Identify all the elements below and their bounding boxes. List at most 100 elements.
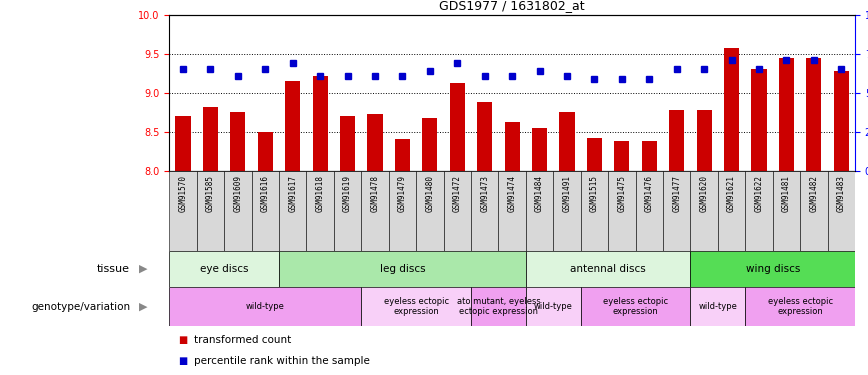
Bar xyxy=(279,171,306,251)
Bar xyxy=(334,171,361,251)
Bar xyxy=(367,114,383,171)
Text: GSM91477: GSM91477 xyxy=(672,175,681,211)
Text: leg discs: leg discs xyxy=(379,264,425,274)
Text: GSM91481: GSM91481 xyxy=(782,175,791,211)
Bar xyxy=(800,171,827,251)
Text: GSM91621: GSM91621 xyxy=(727,175,736,211)
Text: GSM91478: GSM91478 xyxy=(371,175,379,211)
Bar xyxy=(560,112,575,171)
Bar xyxy=(779,58,794,171)
Text: GSM91618: GSM91618 xyxy=(316,175,325,211)
Text: GSM91483: GSM91483 xyxy=(837,175,845,211)
Bar xyxy=(258,132,273,171)
Text: eyeless ectopic
expression: eyeless ectopic expression xyxy=(603,297,668,316)
Bar xyxy=(389,171,416,251)
Bar xyxy=(395,140,410,171)
Bar xyxy=(553,171,581,251)
Text: antennal discs: antennal discs xyxy=(570,264,646,274)
Bar xyxy=(724,48,739,171)
Bar xyxy=(690,287,746,326)
Bar xyxy=(498,171,526,251)
Bar xyxy=(690,251,855,287)
Text: GSM91570: GSM91570 xyxy=(179,175,187,211)
Bar xyxy=(806,58,821,171)
Bar xyxy=(526,287,581,326)
Text: ▶: ▶ xyxy=(139,302,148,312)
Title: GDS1977 / 1631802_at: GDS1977 / 1631802_at xyxy=(439,0,585,12)
Text: eyeless ectopic
expression: eyeless ectopic expression xyxy=(767,297,832,316)
Bar xyxy=(608,171,635,251)
Bar xyxy=(834,71,849,171)
Text: wild-type: wild-type xyxy=(699,302,737,311)
Text: wild-type: wild-type xyxy=(534,302,573,311)
Text: GSM91475: GSM91475 xyxy=(617,175,627,211)
Bar xyxy=(697,110,712,171)
Text: GSM91476: GSM91476 xyxy=(645,175,654,211)
Bar xyxy=(581,171,608,251)
Text: GSM91620: GSM91620 xyxy=(700,175,708,211)
Bar xyxy=(230,112,246,171)
Bar xyxy=(581,287,690,326)
Bar xyxy=(752,69,766,171)
Text: GSM91515: GSM91515 xyxy=(590,175,599,211)
Text: eye discs: eye discs xyxy=(200,264,248,274)
Text: ▶: ▶ xyxy=(139,264,148,274)
Text: ato mutant, eyeless
ectopic expression: ato mutant, eyeless ectopic expression xyxy=(457,297,540,316)
Bar xyxy=(224,171,252,251)
Text: wild-type: wild-type xyxy=(246,302,285,311)
Bar xyxy=(416,171,444,251)
Bar xyxy=(340,116,355,171)
Text: GSM91585: GSM91585 xyxy=(206,175,215,211)
Bar xyxy=(471,287,526,326)
Bar xyxy=(197,171,224,251)
Bar xyxy=(718,171,746,251)
Bar xyxy=(169,287,361,326)
Text: wing discs: wing discs xyxy=(746,264,800,274)
Bar xyxy=(169,251,279,287)
Bar xyxy=(361,171,389,251)
Bar xyxy=(615,141,629,171)
Bar xyxy=(827,171,855,251)
Bar xyxy=(175,116,190,171)
Bar xyxy=(361,287,471,326)
Text: GSM91617: GSM91617 xyxy=(288,175,297,211)
Bar xyxy=(306,171,334,251)
Text: GSM91491: GSM91491 xyxy=(562,175,571,211)
Bar xyxy=(203,107,218,171)
Text: GSM91480: GSM91480 xyxy=(425,175,434,211)
Bar xyxy=(773,171,800,251)
Bar xyxy=(663,171,690,251)
Text: tissue: tissue xyxy=(97,264,130,274)
Text: GSM91472: GSM91472 xyxy=(453,175,462,211)
Text: percentile rank within the sample: percentile rank within the sample xyxy=(194,356,370,366)
Bar xyxy=(746,287,855,326)
Text: ■: ■ xyxy=(178,356,187,366)
Bar xyxy=(252,171,279,251)
Text: GSM91622: GSM91622 xyxy=(754,175,764,211)
Bar xyxy=(690,171,718,251)
Text: GSM91479: GSM91479 xyxy=(398,175,407,211)
Bar xyxy=(532,128,547,171)
Bar xyxy=(279,251,526,287)
Text: ■: ■ xyxy=(178,335,187,345)
Bar xyxy=(504,122,520,171)
Bar xyxy=(746,171,773,251)
Text: GSM91473: GSM91473 xyxy=(480,175,490,211)
Bar xyxy=(477,102,492,171)
Text: GSM91609: GSM91609 xyxy=(233,175,242,211)
Bar xyxy=(641,141,657,171)
Bar xyxy=(471,171,498,251)
Text: genotype/variation: genotype/variation xyxy=(31,302,130,312)
Bar xyxy=(444,171,471,251)
Text: eyeless ectopic
expression: eyeless ectopic expression xyxy=(384,297,449,316)
Bar xyxy=(587,138,602,171)
Bar xyxy=(669,110,684,171)
Bar xyxy=(526,171,553,251)
Text: GSM91616: GSM91616 xyxy=(260,175,270,211)
Text: GSM91484: GSM91484 xyxy=(535,175,544,211)
Text: GSM91474: GSM91474 xyxy=(508,175,516,211)
Bar xyxy=(169,171,197,251)
Bar xyxy=(526,251,690,287)
Bar xyxy=(450,83,464,171)
Bar xyxy=(423,118,437,171)
